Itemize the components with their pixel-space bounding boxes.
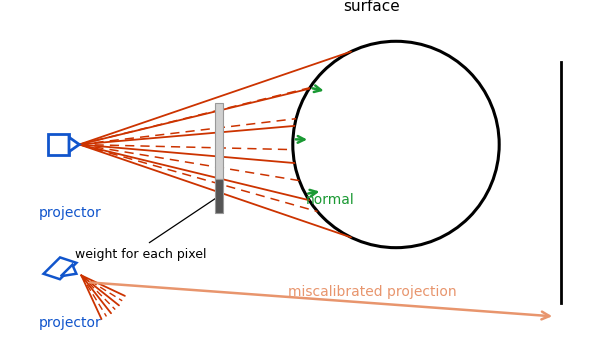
Ellipse shape [293, 41, 499, 248]
Text: surface: surface [344, 0, 400, 14]
Text: projector: projector [39, 206, 102, 221]
Bar [215, 103, 223, 179]
Text: miscalibrated projection: miscalibrated projection [287, 286, 457, 299]
Polygon shape [61, 265, 76, 276]
Bar [215, 179, 223, 213]
Text: normal: normal [306, 193, 355, 206]
Bar [47, 134, 69, 155]
Polygon shape [44, 257, 76, 279]
Polygon shape [69, 137, 79, 152]
Text: weight for each pixel: weight for each pixel [75, 248, 207, 261]
Text: projector: projector [39, 316, 102, 331]
